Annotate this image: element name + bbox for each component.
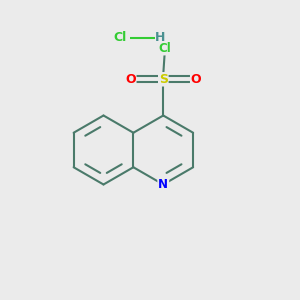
Text: S: S — [159, 73, 168, 86]
Text: Cl: Cl — [113, 31, 127, 44]
Text: O: O — [125, 73, 136, 86]
Text: O: O — [191, 73, 201, 86]
Text: Cl: Cl — [158, 42, 171, 55]
Text: N: N — [158, 178, 168, 191]
Text: H: H — [155, 31, 166, 44]
